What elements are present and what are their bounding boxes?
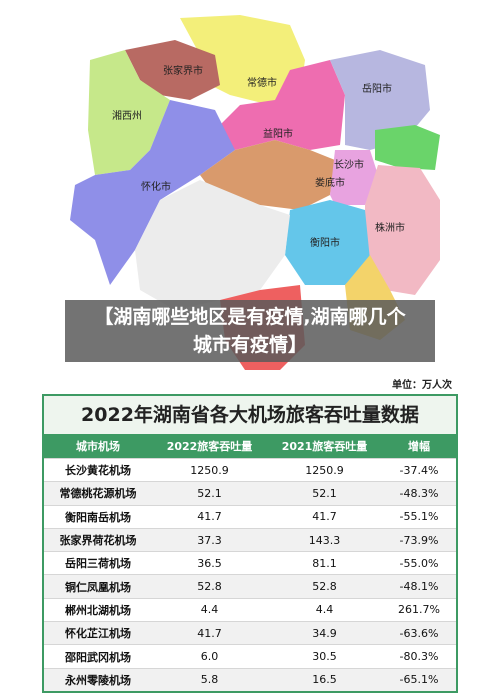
region	[330, 50, 430, 150]
map-label: 怀化市	[141, 180, 171, 193]
table-cell: 衡阳南岳机场	[44, 504, 152, 529]
table-cell: 41.7	[152, 504, 267, 529]
table: 城市机场 2022旅客吞吐量 2021旅客吞吐量 增幅 长沙黄花机场 1250.9 125…	[44, 434, 456, 691]
table-cell: 1250.9	[267, 457, 382, 482]
table-cell: -55.1%	[382, 504, 456, 529]
banner: 【湖南哪些地区是有疫情,湖南哪几个 城市有疫情】	[65, 300, 435, 362]
table-row: 岳阳三荷机场 36.5 81.1 -55.0%	[44, 551, 456, 575]
table-cell: 常德桃花源机场	[44, 481, 152, 506]
table-cell: 1250.9	[152, 457, 267, 482]
table-cell: -63.6%	[382, 621, 456, 645]
table-cell: 16.5	[267, 667, 382, 691]
table-cell: -55.0%	[382, 551, 456, 575]
header-row: 城市机场 2022旅客吞吐量 2021旅客吞吐量 增幅	[44, 434, 456, 459]
region	[70, 100, 235, 285]
map-label: 衡阳市	[310, 236, 340, 249]
table-cell: 37.3	[152, 527, 267, 552]
table-row: 衡阳南岳机场 41.7 41.7 -55.1%	[44, 504, 456, 529]
region	[285, 200, 370, 285]
table-cell: 4.4	[152, 597, 267, 622]
table-cell: 52.8	[152, 574, 267, 599]
region	[375, 125, 440, 170]
table-cell: -48.1%	[382, 574, 456, 599]
table-cell: 52.1	[152, 481, 267, 506]
table-row: 郴州北湖机场 4.4 4.4 261.7%	[44, 597, 456, 622]
table-row: 永州零陵机场 5.8 16.5 -65.1%	[44, 667, 456, 691]
table-cell: 34.9	[267, 621, 382, 645]
table-cell: 30.5	[267, 644, 382, 669]
table-cell: 铜仁凤凰机场	[44, 574, 152, 599]
table-cell: 41.7	[152, 621, 267, 645]
table-cell: 52.8	[267, 574, 382, 599]
table-cell: 4.4	[267, 597, 382, 622]
region	[215, 60, 345, 150]
table-cell: 郴州北湖机场	[44, 597, 152, 622]
table-cell: 6.0	[152, 644, 267, 669]
table-cell: 张家界荷花机场	[44, 527, 152, 552]
banner-line: 城市有疫情】	[192, 334, 307, 356]
table-cell: -65.1%	[382, 667, 456, 691]
region	[135, 180, 290, 310]
table-row: 邵阳武冈机场 6.0 30.5 -80.3%	[44, 644, 456, 669]
region	[88, 50, 170, 175]
table-row: 张家界荷花机场 37.3 143.3 -73.9%	[44, 527, 456, 552]
region	[125, 40, 220, 100]
table-cell: 41.7	[267, 504, 382, 529]
table-cell: -37.4%	[382, 457, 456, 482]
table-cell: -48.3%	[382, 481, 456, 506]
column-header: 2021旅客吞吐量	[267, 434, 382, 459]
table-cell: 永州零陵机场	[44, 667, 152, 691]
table-cell: 143.3	[267, 527, 382, 552]
table-cell: 81.1	[267, 551, 382, 575]
table-row: 铜仁凤凰机场 52.8 52.8 -48.1%	[44, 574, 456, 599]
table-cell: 邵阳武冈机场	[44, 644, 152, 669]
table-cell: -73.9%	[382, 527, 456, 552]
table-cell: 52.1	[267, 481, 382, 506]
map-label: 张家界市	[163, 64, 203, 77]
table-cell: 36.5	[152, 551, 267, 575]
map-label: 长沙市	[334, 158, 364, 171]
table-row: 长沙黄花机场 1250.9 1250.9 -37.4%	[44, 457, 456, 482]
unit-label: 单位：万人次	[392, 380, 452, 391]
map-label: 岳阳市	[362, 82, 392, 95]
table-cell: 怀化芷江机场	[44, 621, 152, 645]
table-cell: 岳阳三荷机场	[44, 551, 152, 575]
column-header: 城市机场	[44, 434, 152, 459]
table-card: 2022年湖南省各大机场旅客吞吐量数据 城市机场 2022旅客吞吐量 2021旅客吞…	[42, 394, 458, 693]
map-label: 湘西州	[112, 109, 142, 122]
map-label: 娄底市	[315, 176, 345, 189]
region	[200, 140, 335, 210]
banner-line: 【湖南哪些地区是有疫情,湖南哪几个	[94, 306, 406, 328]
column-header: 增幅	[382, 434, 456, 459]
table-title: 2022年湖南省各大机场旅客吞吐量数据	[44, 396, 456, 434]
map-label: 益阳市	[263, 127, 293, 140]
region	[330, 150, 378, 205]
page: 张家界市常德市 岳阳市湘西州益阳市怀化市 长沙市娄底市株洲市衡阳市 【湖南哪些地区是…	[42, 15, 458, 693]
region	[365, 165, 440, 295]
table-row: 怀化芷江机场 41.7 34.9 -63.6%	[44, 621, 456, 645]
map-label: 常德市	[247, 76, 277, 89]
table-cell: 长沙黄花机场	[44, 457, 152, 482]
column-header: 2022旅客吞吐量	[152, 434, 267, 459]
table-row: 常德桃花源机场 52.1 52.1 -48.3%	[44, 481, 456, 506]
table-cell: 261.7%	[382, 597, 456, 622]
table-cell: -80.3%	[382, 644, 456, 669]
map-label: 株洲市	[375, 221, 405, 234]
table-cell: 5.8	[152, 667, 267, 691]
